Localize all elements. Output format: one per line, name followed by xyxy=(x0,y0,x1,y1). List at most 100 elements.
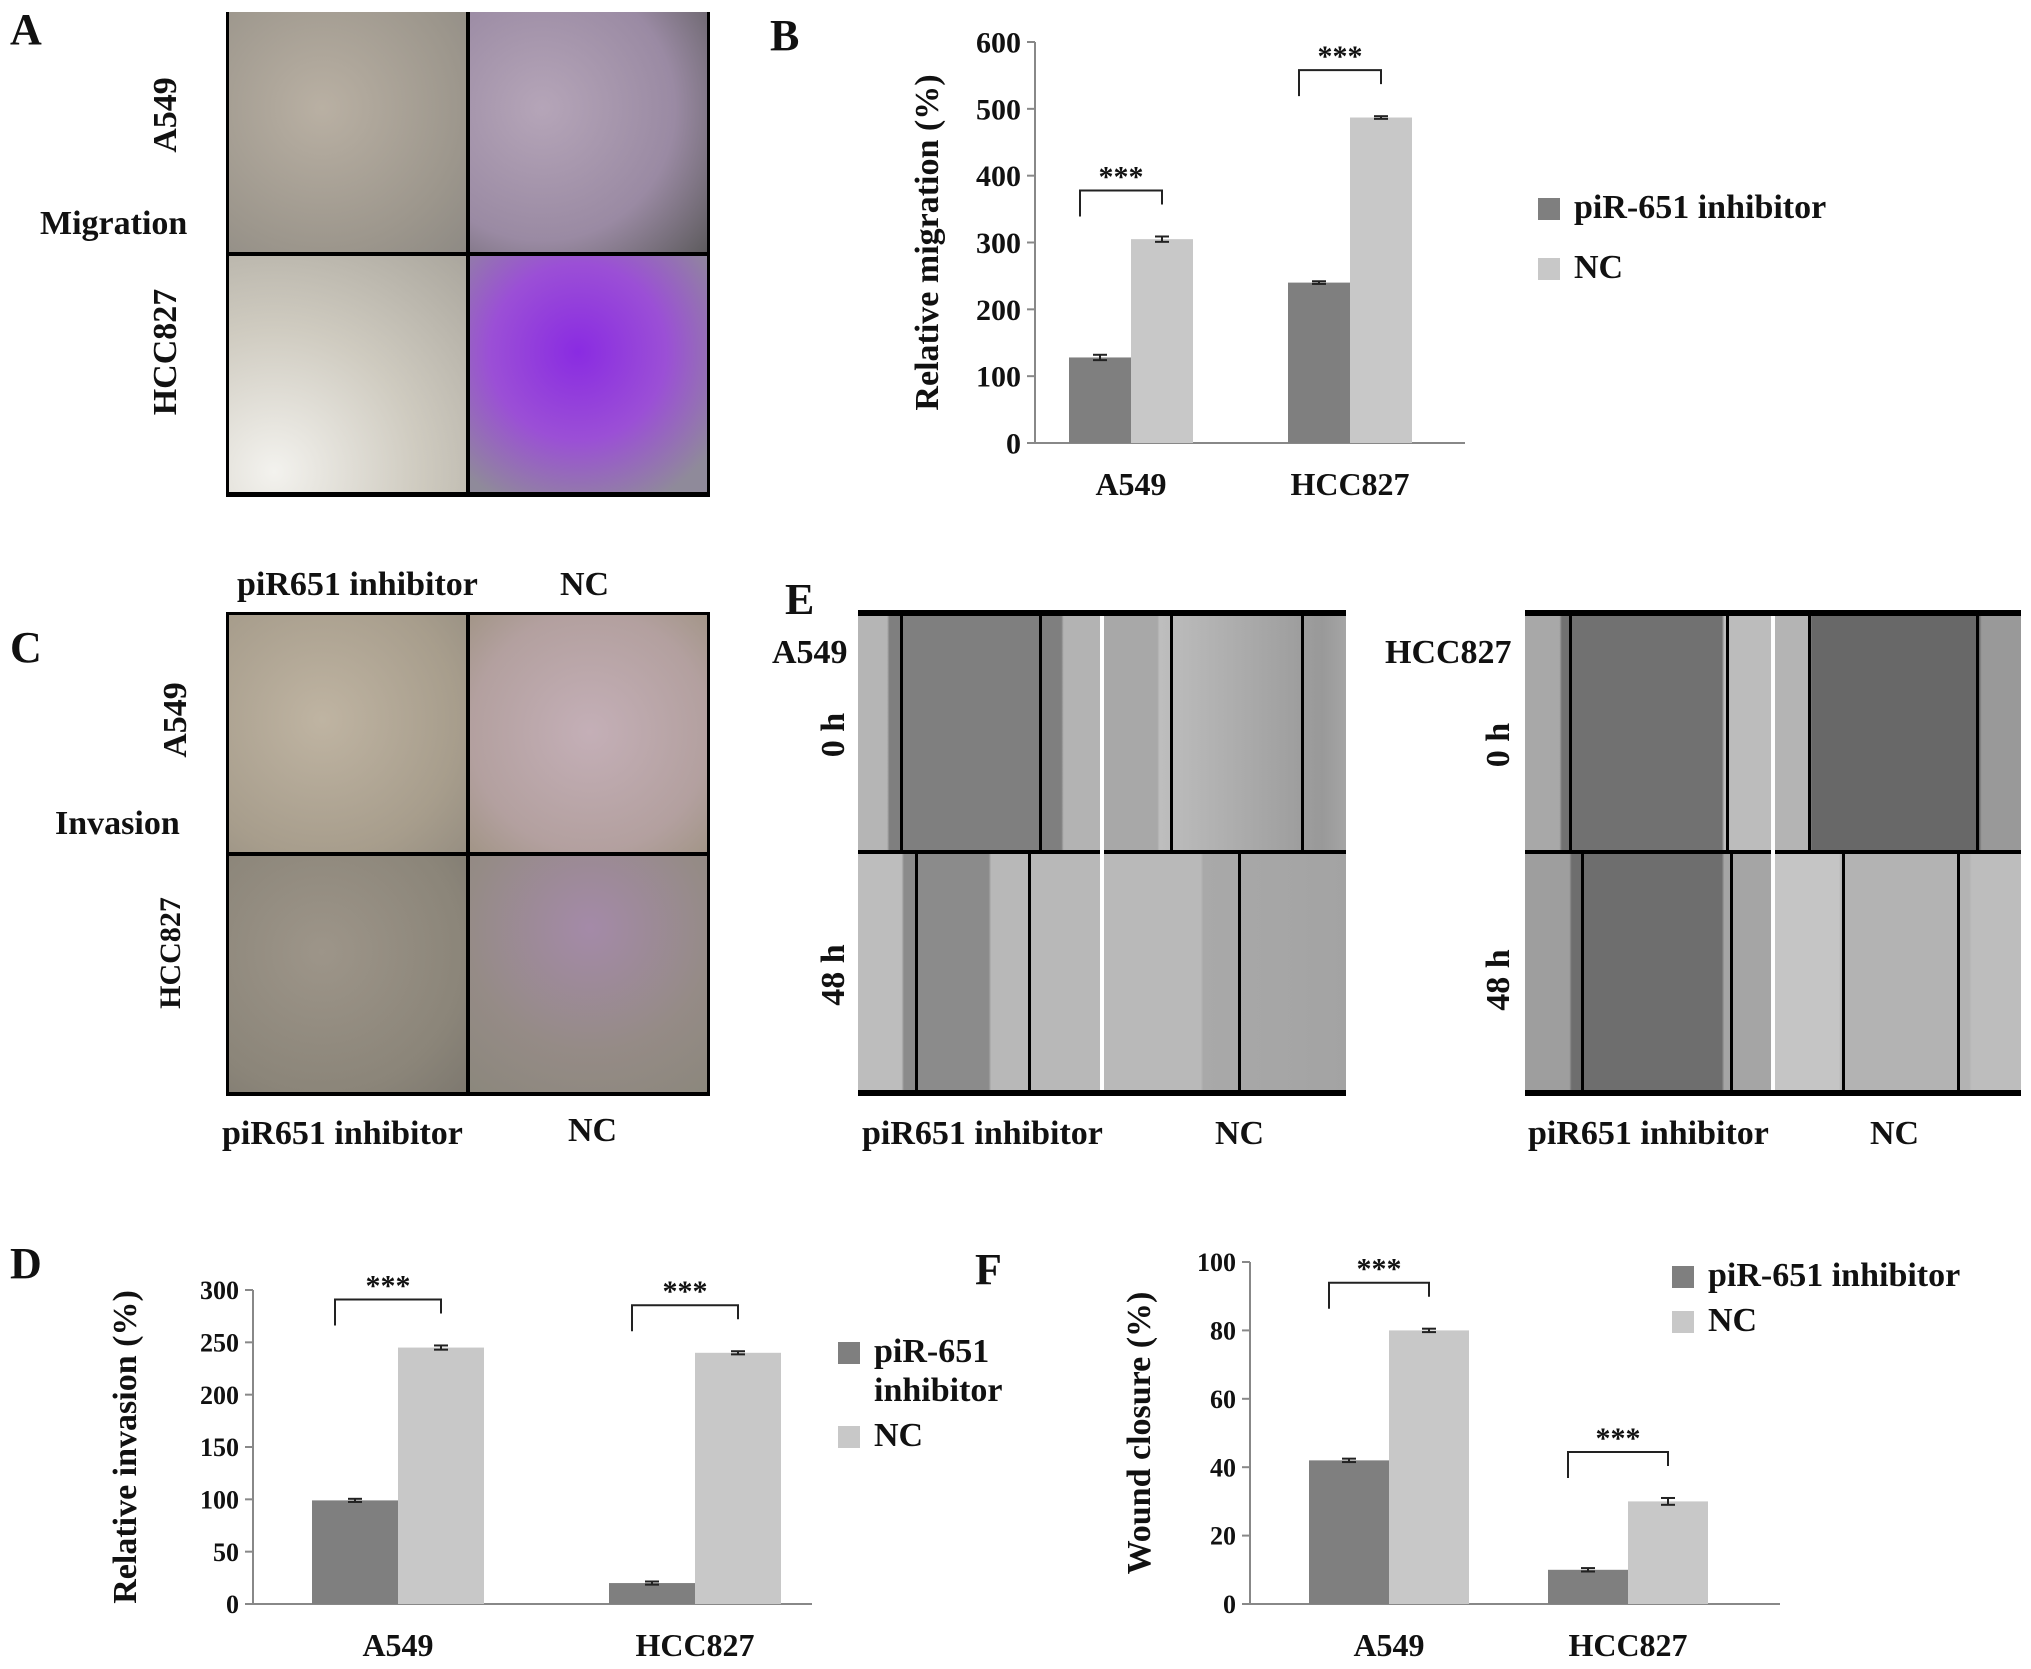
chart-f-x-tick-label-hcc827: HCC827 xyxy=(1568,1627,1687,1663)
chart-f-y-tick-label: 20 xyxy=(1210,1522,1236,1551)
panel-c-frame-top xyxy=(226,612,710,615)
chart-b-y-tick-label: 500 xyxy=(976,93,1021,126)
panel-a-letter: A xyxy=(10,5,42,54)
chart-b-y-tick-label: 200 xyxy=(976,294,1021,327)
panel-c-letter: C xyxy=(10,623,42,672)
panel-a-image-hcc827-nc xyxy=(470,256,710,496)
chart-d-y-tick-label: 0 xyxy=(226,1590,239,1619)
panel-e-right-edge-48h-inh-r xyxy=(1730,854,1733,1090)
panel-e-letter: E xyxy=(785,575,815,624)
chart-d-y-axis-title: Relative invasion (%) xyxy=(107,1290,144,1604)
panel-e-right-edge-48h-nc-l xyxy=(1842,854,1845,1090)
panel-e-right-frame-bottom xyxy=(1525,1090,2021,1096)
chart-f-bar-inhibitor-a549 xyxy=(1309,1460,1389,1604)
panel-e-left-image-0h-nc xyxy=(1104,616,1346,850)
chart-f-bar-nc-a549 xyxy=(1389,1330,1469,1604)
panel-e-right-edge-0h-inh-l xyxy=(1569,616,1572,850)
panel-e-left-image-48h-nc xyxy=(1104,854,1346,1090)
panel-a-image-hcc827-inhibitor xyxy=(226,256,466,496)
panel-e-left-edge-48h-nc-r xyxy=(1238,854,1241,1090)
chart-d-y-tick-label: 150 xyxy=(200,1433,239,1462)
panel-e-left-frame-bottom xyxy=(858,1090,1346,1096)
panel-c-side-label: Invasion xyxy=(55,805,180,842)
panel-c-col-label-top-nc: NC xyxy=(560,566,610,603)
chart-f-significance-label: *** xyxy=(1596,1422,1641,1455)
chart-f-y-tick-label: 80 xyxy=(1210,1317,1236,1346)
chart-f-bar-nc-hcc827 xyxy=(1628,1501,1708,1604)
chart-b-legend-label-nc: NC xyxy=(1574,249,1623,286)
chart-d-y-tick-label: 250 xyxy=(200,1328,239,1357)
chart-f-legend-label-nc: NC xyxy=(1708,1302,1757,1339)
panel-e-right-divider-white xyxy=(1771,616,1775,1090)
panel-e-right-cell-line: HCC827 xyxy=(1385,634,1512,671)
chart-d-bar-nc-hcc827 xyxy=(695,1352,781,1604)
chart-f-y-tick-label: 40 xyxy=(1210,1453,1236,1482)
panel-e-right-frame-top xyxy=(1525,610,2021,616)
chart-d-legend-label-inhibitor: piR-651 inhibitor xyxy=(874,1333,1002,1409)
panel-c-frame-right xyxy=(707,612,710,1096)
chart-b-legend-label-inhibitor: piR-651 inhibitor xyxy=(1574,189,1826,226)
chart-b-significance-bracket xyxy=(1298,69,1382,97)
chart-b-x-tick-label-a549: A549 xyxy=(1095,466,1166,502)
panel-e-left-image-0h-inhibitor xyxy=(858,616,1100,850)
chart-b-y-tick-label: 600 xyxy=(976,27,1021,60)
panel-a-frame-right xyxy=(707,12,710,496)
chart-b-y-tick-label: 300 xyxy=(976,227,1021,260)
panel-c-image-hcc827-nc xyxy=(470,856,710,1096)
panel-a-frame-bottom xyxy=(226,492,710,497)
chart-d-significance-bracket xyxy=(334,1298,442,1326)
panel-a-frame-left xyxy=(226,12,229,496)
panel-c-image-grid xyxy=(226,612,710,1096)
panel-a-image-a549-nc xyxy=(470,12,710,252)
panel-e-left-image-48h-inhibitor xyxy=(858,854,1100,1090)
panel-e-right-edge-48h-inh-l xyxy=(1581,854,1584,1090)
chart-b-y-axis-title: Relative migration (%) xyxy=(909,74,946,410)
panel-a-divider-horizontal xyxy=(226,252,710,256)
chart-b-bar-nc-a549 xyxy=(1131,239,1193,443)
panel-e-left-divider-white xyxy=(1100,616,1104,1090)
panel-b-letter: B xyxy=(770,11,800,60)
chart-f-y-tick-label: 0 xyxy=(1223,1590,1236,1619)
chart-b-y-tick-label: 400 xyxy=(976,160,1021,193)
panel-e-right-edge-0h-nc-r xyxy=(1976,616,1979,850)
panel-e-right-col-nc: NC xyxy=(1870,1115,1920,1152)
panel-e-left-edge-48h-inh-r xyxy=(1028,854,1031,1090)
panel-e-left-edge-0h-inh-r xyxy=(1039,616,1042,850)
chart-d-bar-inhibitor-a549 xyxy=(312,1500,398,1604)
panel-e-right-image-48h-nc xyxy=(1775,854,2021,1090)
panel-c-col-label-bottom-nc: NC xyxy=(568,1112,618,1149)
chart-b-y-tick-label: 0 xyxy=(1006,428,1021,461)
panel-e-right-col-inhibitor: piR651 inhibitor xyxy=(1528,1115,1769,1152)
panel-e-left-col-nc: NC xyxy=(1215,1115,1265,1152)
chart-d-significance-label: *** xyxy=(366,1269,411,1302)
panel-c-image-a549-nc xyxy=(470,612,710,852)
panel-c-image-a549-inhibitor xyxy=(226,612,466,852)
panel-f-letter: F xyxy=(975,1245,1002,1294)
chart-d-x-tick-label-a549: A549 xyxy=(362,1627,433,1663)
chart-d-significance-label: *** xyxy=(663,1275,708,1308)
panel-a-side-label: Migration xyxy=(40,205,188,242)
chart-d-legend-swatch-inhibitor xyxy=(838,1342,860,1364)
chart-b-bar-inhibitor-hcc827 xyxy=(1288,282,1350,443)
chart-f-y-tick-label: 100 xyxy=(1197,1248,1236,1277)
chart-b-bar-inhibitor-a549 xyxy=(1069,357,1131,443)
chart-f-y-tick-label: 60 xyxy=(1210,1385,1236,1414)
chart-f-significance-label: *** xyxy=(1357,1253,1402,1286)
panel-a-image-grid xyxy=(226,12,710,497)
panel-e-left-edge-0h-inh-l xyxy=(900,616,903,850)
panel-d-letter: D xyxy=(10,1239,42,1288)
panel-c-frame-left xyxy=(226,612,229,1096)
panel-c-col-label-bottom-inhibitor: piR651 inhibitor xyxy=(222,1115,463,1152)
chart-d-legend-swatch-nc xyxy=(838,1426,860,1448)
chart-d-bar-nc-a549 xyxy=(398,1347,484,1604)
panel-e-left-image-grid xyxy=(858,610,1346,1096)
panel-e-left-edge-0h-nc-l xyxy=(1170,616,1173,850)
chart-b-legend-swatch-inhibitor xyxy=(1538,198,1560,220)
chart-d-y-tick-label: 100 xyxy=(200,1485,239,1514)
panel-e-right-edge-0h-inh-r xyxy=(1726,616,1729,850)
panel-c-col-label-top-inhibitor: piR651 inhibitor xyxy=(237,566,478,603)
panel-e-right-edge-48h-nc-r xyxy=(1957,854,1960,1090)
chart-b-significance-label: *** xyxy=(1318,40,1363,73)
